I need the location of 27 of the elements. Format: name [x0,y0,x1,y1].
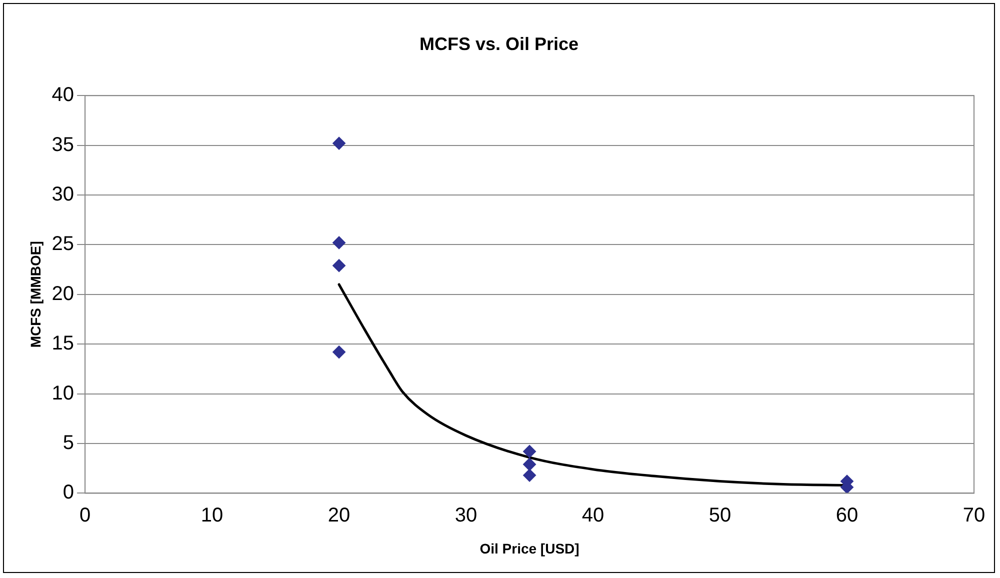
y-tick-label: 40 [52,84,74,106]
x-tick-label: 20 [328,504,350,527]
x-tick-label: 60 [836,504,858,527]
point [523,458,536,471]
y-axis-title: MCFS [MMBOE] [27,241,44,348]
y-tick-label: 5 [62,432,74,454]
point [332,136,346,150]
x-tick-label: 50 [708,504,732,527]
point [332,346,346,359]
x-tick-label: 0 [79,504,91,527]
x-tick-label: 40 [582,504,604,527]
point [523,468,536,482]
point [523,444,536,458]
x-tick-label: 70 [962,504,986,527]
chart-title: MCFS vs. Oil Price [419,34,579,54]
y-tick-label: 35 [52,134,74,156]
y-tick-label: 30 [52,184,74,206]
x-tick-label: 10 [200,504,224,527]
y-tick-label: 15 [52,332,74,355]
y-tick-label: 0 [62,482,74,504]
x-tick-label: 30 [454,504,478,527]
y-tick-label: 25 [52,233,74,256]
x-axis-title: Oil Price [USD] [480,540,580,556]
point [332,259,346,272]
y-tick-label: 10 [52,382,74,404]
point [332,236,346,250]
y-tick-label: 20 [52,282,74,305]
